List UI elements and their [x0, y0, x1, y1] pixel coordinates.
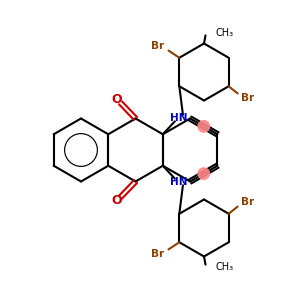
Circle shape	[198, 121, 209, 132]
Text: Br: Br	[241, 93, 254, 103]
Text: HN: HN	[170, 113, 187, 123]
Text: Br: Br	[151, 249, 164, 259]
Text: O: O	[111, 93, 122, 106]
Circle shape	[198, 168, 209, 179]
Text: Br: Br	[151, 41, 164, 51]
Text: HN: HN	[170, 177, 187, 187]
Text: Br: Br	[241, 197, 254, 207]
Text: O: O	[111, 194, 122, 207]
Text: CH₃: CH₃	[215, 262, 233, 272]
Text: CH₃: CH₃	[215, 28, 233, 38]
